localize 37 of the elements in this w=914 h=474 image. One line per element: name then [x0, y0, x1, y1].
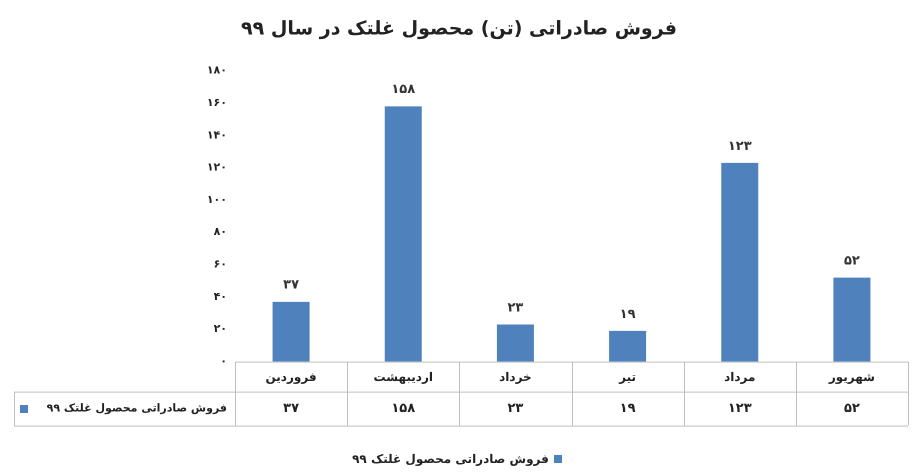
y-tick-label: ۱۴۰: [206, 128, 227, 142]
y-tick-label: ۱۲۰: [206, 160, 227, 174]
y-tick-label: ۲۰: [214, 322, 227, 336]
legend-label: فروش صادراتی محصول غلتک ۹۹: [46, 401, 227, 414]
bar: [496, 324, 534, 362]
bar: [721, 162, 758, 362]
bar: [384, 106, 422, 362]
x-tick-label: تیر: [618, 370, 636, 384]
y-tick-label: ۴۰: [214, 290, 227, 303]
text: ۲۳: [507, 300, 524, 316]
text: ۱۵۸: [391, 82, 416, 98]
x-tick-label: اردیبهشت: [374, 370, 433, 384]
bar: [272, 302, 310, 362]
x-tick-label: مرداد: [724, 370, 756, 384]
x-tick-label: فروردین: [266, 370, 317, 384]
text: فروش صادراتی محصول غلتک ۹۹: [352, 452, 549, 466]
y-tick-label: ۶۰: [214, 258, 227, 271]
data-label: ۱۵۸: [391, 400, 416, 416]
text: ۵۲: [844, 253, 860, 268]
y-tick-label: ۱۰۰: [206, 192, 227, 206]
text: ۳۷: [283, 278, 300, 293]
text: ۱۲۳: [728, 138, 752, 154]
y-tick-label: ۸۰: [214, 225, 227, 238]
chart-title: فروش صادراتی (تن) محصول غلتک در سال ۹۹: [241, 17, 677, 40]
y-tick-label: ۰: [220, 354, 227, 368]
bar: [833, 278, 870, 362]
data-label: ۱۹: [620, 400, 636, 416]
data-label: ۳۷: [283, 400, 300, 416]
data-label: ۱۲۳: [728, 400, 752, 416]
data-label: ۲۳: [507, 400, 524, 416]
x-tick-label: خرداد: [499, 370, 532, 384]
x-tick-label: شهریور: [828, 370, 875, 384]
bar: [609, 330, 646, 362]
y-tick-label: ۱۶۰: [206, 96, 227, 109]
text: ۱۹: [620, 306, 636, 322]
data-label: ۵۲: [844, 400, 860, 416]
y-tick-label: ۱۸۰: [206, 64, 227, 77]
